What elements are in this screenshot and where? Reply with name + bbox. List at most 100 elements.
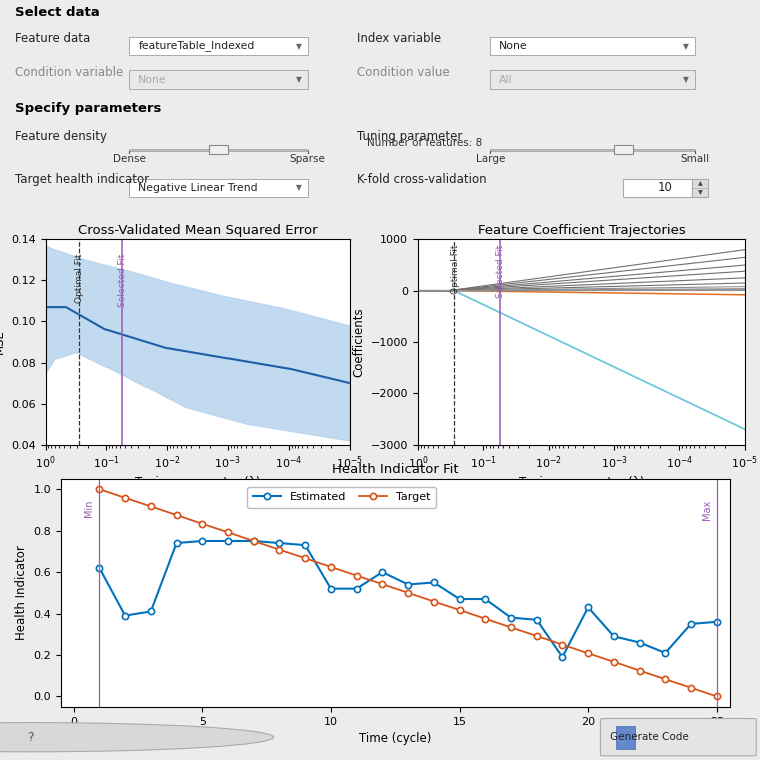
Estimated	[660, 648, 670, 657]
Estimated	[506, 613, 515, 622]
FancyBboxPatch shape	[490, 36, 695, 55]
Text: All: All	[499, 74, 513, 84]
Text: Tuning parameter: Tuning parameter	[357, 130, 463, 143]
Legend: Estimated, Target: Estimated, Target	[247, 486, 436, 508]
Text: Small: Small	[681, 154, 710, 164]
Estimated	[480, 594, 489, 603]
FancyBboxPatch shape	[692, 179, 708, 197]
Estimated	[275, 539, 284, 548]
Target	[352, 571, 361, 580]
Text: Dense: Dense	[112, 154, 146, 164]
Text: Generate Code: Generate Code	[610, 732, 689, 743]
Estimated	[635, 638, 644, 647]
Text: Select data: Select data	[15, 7, 100, 20]
Text: Large: Large	[476, 154, 505, 164]
Estimated	[121, 611, 130, 620]
FancyBboxPatch shape	[616, 726, 635, 749]
Estimated	[610, 632, 619, 641]
Y-axis label: Coefficients: Coefficients	[352, 307, 366, 377]
Text: ▲: ▲	[698, 181, 702, 185]
Text: Condition variable: Condition variable	[15, 66, 123, 79]
Target	[95, 485, 104, 494]
Text: Feature density: Feature density	[15, 130, 107, 143]
Estimated	[712, 617, 721, 626]
Estimated	[686, 619, 695, 629]
Target	[326, 562, 335, 572]
Target	[480, 614, 489, 623]
Title: Cross-Validated Mean Squared Error: Cross-Validated Mean Squared Error	[78, 224, 318, 237]
FancyBboxPatch shape	[490, 71, 695, 89]
Target	[404, 588, 413, 597]
Text: 10: 10	[657, 182, 673, 195]
FancyBboxPatch shape	[129, 149, 308, 150]
FancyBboxPatch shape	[614, 145, 634, 154]
Estimated	[404, 580, 413, 589]
Target	[249, 537, 258, 546]
Estimated	[455, 594, 464, 603]
FancyBboxPatch shape	[490, 149, 695, 150]
Estimated	[301, 540, 310, 549]
Target	[301, 553, 310, 562]
Text: ▼: ▼	[698, 190, 702, 195]
Target	[146, 502, 155, 511]
Estimated	[429, 578, 439, 587]
Estimated	[146, 607, 155, 616]
Line: Estimated: Estimated	[97, 538, 720, 660]
Estimated	[378, 568, 387, 577]
Text: featureTable_Indexed: featureTable_Indexed	[138, 40, 255, 52]
Line: Target: Target	[97, 486, 720, 699]
Text: ▼: ▼	[296, 183, 302, 192]
FancyBboxPatch shape	[208, 145, 228, 154]
Text: None: None	[138, 74, 167, 84]
Text: Sparse: Sparse	[290, 154, 326, 164]
Estimated	[95, 563, 104, 572]
Target	[532, 632, 541, 641]
Target	[223, 527, 233, 537]
Title: Health Indicator Fit: Health Indicator Fit	[332, 464, 458, 477]
Y-axis label: MSE: MSE	[0, 330, 5, 354]
FancyBboxPatch shape	[129, 71, 308, 89]
Target	[660, 675, 670, 684]
Target	[610, 657, 619, 667]
Text: ▼: ▼	[683, 75, 689, 84]
FancyBboxPatch shape	[129, 179, 308, 197]
Text: Max: Max	[701, 499, 711, 520]
Text: Selected Fit: Selected Fit	[496, 245, 505, 298]
Text: None: None	[499, 41, 528, 51]
Y-axis label: Health Indicator: Health Indicator	[14, 546, 28, 640]
Estimated	[558, 653, 567, 662]
Estimated	[326, 584, 335, 594]
Text: Min: Min	[84, 499, 94, 517]
Text: Selected Fit: Selected Fit	[118, 254, 127, 307]
Text: K-fold cross-validation: K-fold cross-validation	[357, 173, 487, 186]
Target	[198, 519, 207, 528]
Target	[172, 511, 181, 520]
Target	[455, 606, 464, 615]
Target	[712, 692, 721, 701]
Text: Condition value: Condition value	[357, 66, 450, 79]
Text: Negative Linear Trend: Negative Linear Trend	[138, 183, 258, 193]
Target	[378, 580, 387, 589]
Estimated	[532, 615, 541, 624]
Target	[584, 649, 593, 658]
Text: Specify parameters: Specify parameters	[15, 102, 162, 115]
FancyBboxPatch shape	[623, 179, 692, 197]
Estimated	[198, 537, 207, 546]
Estimated	[223, 537, 233, 546]
X-axis label: Tuning parameter (λ): Tuning parameter (λ)	[135, 477, 260, 489]
Text: Index variable: Index variable	[357, 33, 442, 46]
Text: ?: ?	[27, 730, 33, 744]
Text: ▼: ▼	[296, 42, 302, 50]
Title: Feature Coefficient Trajectories: Feature Coefficient Trajectories	[477, 224, 686, 237]
Estimated	[584, 603, 593, 612]
Text: Feature data: Feature data	[15, 33, 90, 46]
Text: Optimal Fit: Optimal Fit	[451, 245, 460, 294]
Estimated	[352, 584, 361, 594]
Text: Optimal Fit: Optimal Fit	[75, 254, 84, 303]
Target	[429, 597, 439, 606]
Target	[635, 666, 644, 675]
FancyBboxPatch shape	[600, 718, 756, 756]
Text: ▼: ▼	[683, 42, 689, 50]
Target	[275, 545, 284, 554]
Estimated	[249, 537, 258, 546]
